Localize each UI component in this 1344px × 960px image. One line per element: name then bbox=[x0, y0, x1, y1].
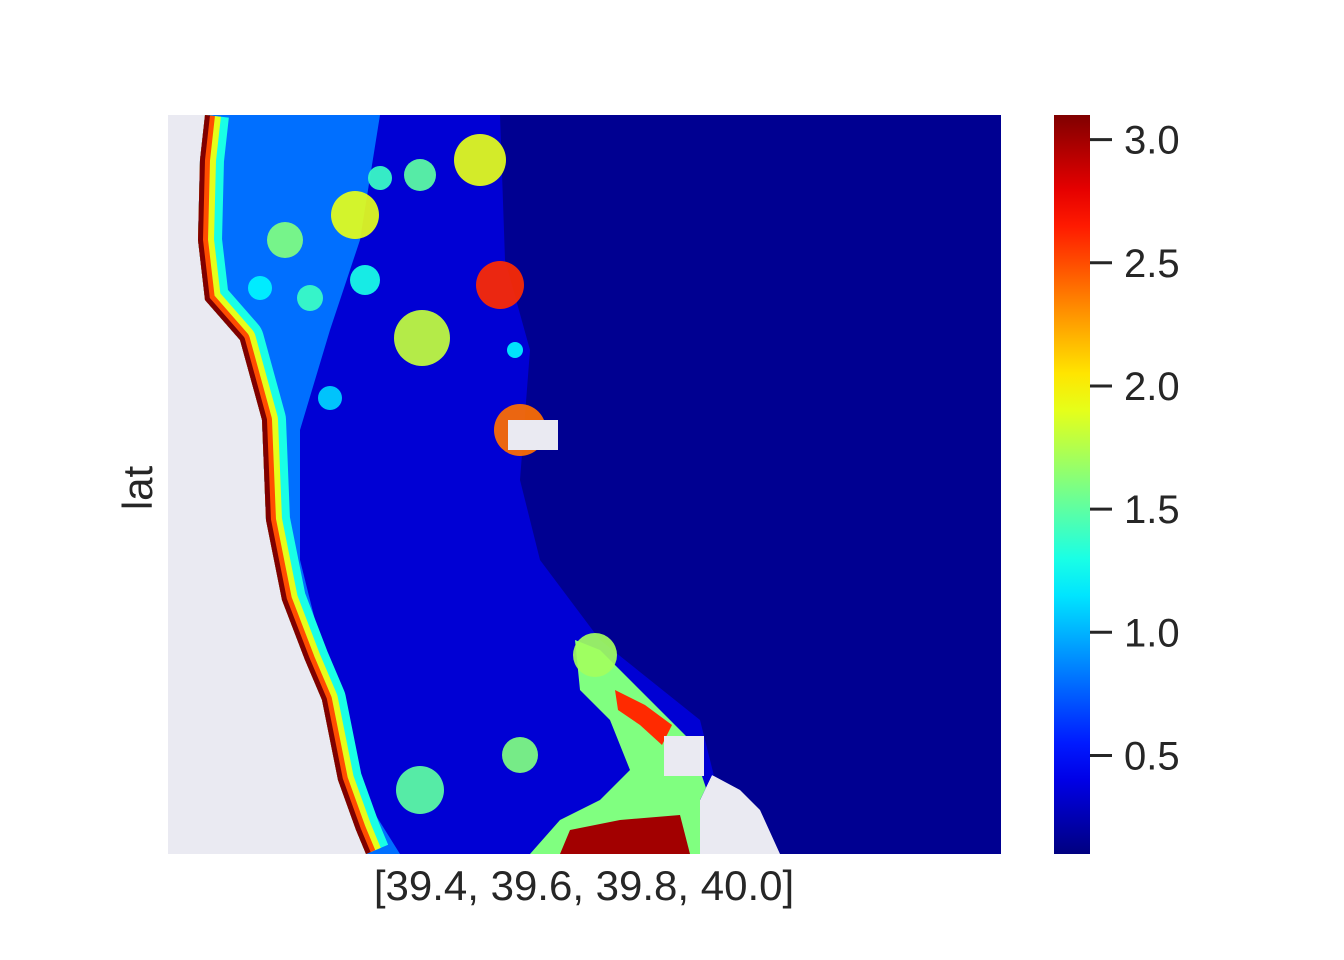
colorbar-tick-label: 0.5 bbox=[1124, 734, 1180, 778]
colorbar-tick-label: 2.0 bbox=[1124, 365, 1180, 409]
colorbar-gradient bbox=[1054, 115, 1090, 854]
colorbar-tick-label: 1.5 bbox=[1124, 488, 1180, 532]
heatmap-south-shoal bbox=[530, 640, 710, 854]
colorbar-tick-label: 1.0 bbox=[1124, 611, 1180, 655]
y-axis-label: lat bbox=[114, 465, 161, 510]
heatmap-patch-2 bbox=[331, 191, 379, 239]
heatmap-patch-8 bbox=[394, 310, 450, 366]
heatmap-plot bbox=[168, 115, 1001, 854]
heatmap-south-reef bbox=[615, 690, 672, 745]
heatmap-patch-15 bbox=[507, 342, 523, 358]
heatmap-patch-14 bbox=[396, 766, 444, 814]
colorbar: 3.0 2.5 2.0 1.5 1.0 0.5 bbox=[1054, 115, 1180, 854]
heatmap-patch-6 bbox=[297, 285, 323, 311]
heatmap-patch-3 bbox=[267, 222, 303, 258]
heatmap-island-south bbox=[664, 736, 704, 776]
heatmap-patch-4 bbox=[368, 166, 392, 190]
heatmap-patch-1 bbox=[404, 159, 436, 191]
heatmap-patch-13 bbox=[502, 737, 538, 773]
heatmap-patch-0 bbox=[454, 134, 506, 186]
heatmap-island-north bbox=[508, 420, 558, 450]
colorbar-tick-label: 2.5 bbox=[1124, 242, 1180, 286]
heatmap-coast-band-3 bbox=[198, 115, 371, 854]
heatmap-south-fringe bbox=[560, 815, 690, 854]
heatmap-patch-5 bbox=[350, 265, 380, 295]
heatmap-patch-9 bbox=[318, 386, 342, 410]
colorbar-tick-label: 3.0 bbox=[1124, 119, 1180, 163]
heatmap-patch-7 bbox=[248, 276, 272, 300]
heatmap-patch-12 bbox=[573, 633, 617, 677]
heatmap-patch-10 bbox=[476, 261, 524, 309]
x-axis-label: [39.4, 39.6, 39.8, 40.0] bbox=[374, 862, 794, 909]
